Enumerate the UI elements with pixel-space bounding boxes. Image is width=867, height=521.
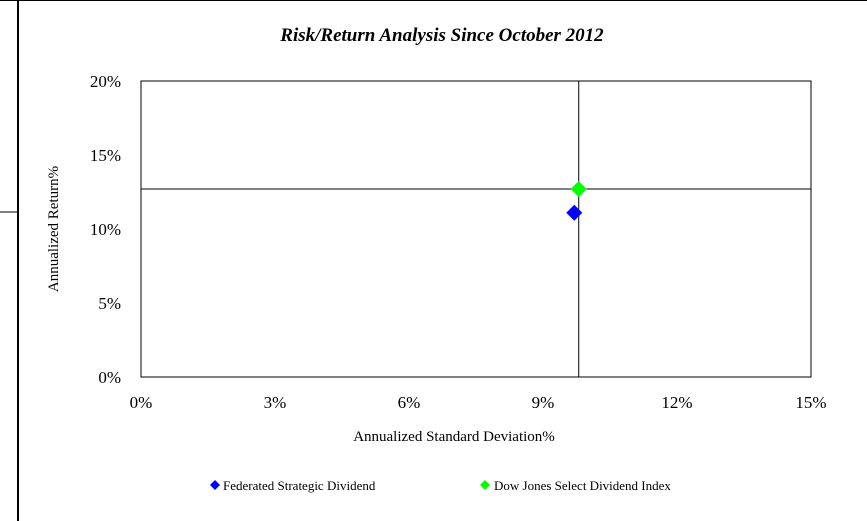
plot-area — [140, 80, 812, 378]
x-tick-label: 6% — [398, 393, 421, 412]
x-tick-label: 9% — [532, 393, 555, 412]
legend-marker-federated — [210, 480, 220, 490]
y-axis-ticks: 0% 5% 10% 15% 20% — [90, 72, 121, 387]
y-tick-label: 0% — [98, 368, 121, 387]
x-axis-ticks: 0% 3% 6% 9% 12% 15% — [130, 393, 827, 412]
legend-label-dow-jones: Dow Jones Select Dividend Index — [494, 478, 671, 493]
chart-title: Risk/Return Analysis Since October 2012 — [279, 25, 604, 46]
legend: Federated Strategic Dividend Dow Jones S… — [210, 478, 671, 493]
x-tick-label: 12% — [661, 393, 692, 412]
y-tick-label: 5% — [98, 294, 121, 313]
x-tick-label: 3% — [264, 393, 287, 412]
x-axis-title: Annualized Standard Deviation% — [353, 429, 555, 445]
x-tick-label: 15% — [795, 393, 826, 412]
y-tick-label: 15% — [90, 146, 121, 165]
legend-marker-dow-jones — [480, 480, 490, 490]
legend-label-federated: Federated Strategic Dividend — [223, 478, 376, 493]
y-tick-label: 10% — [90, 220, 121, 239]
y-tick-label: 20% — [90, 72, 121, 91]
point-dow-jones-select-dividend — [570, 181, 587, 198]
data-points — [566, 181, 587, 221]
x-tick-label: 0% — [130, 393, 153, 412]
y-axis-title: Annualized Return% — [46, 166, 62, 292]
point-federated-strategic-dividend — [566, 204, 583, 221]
